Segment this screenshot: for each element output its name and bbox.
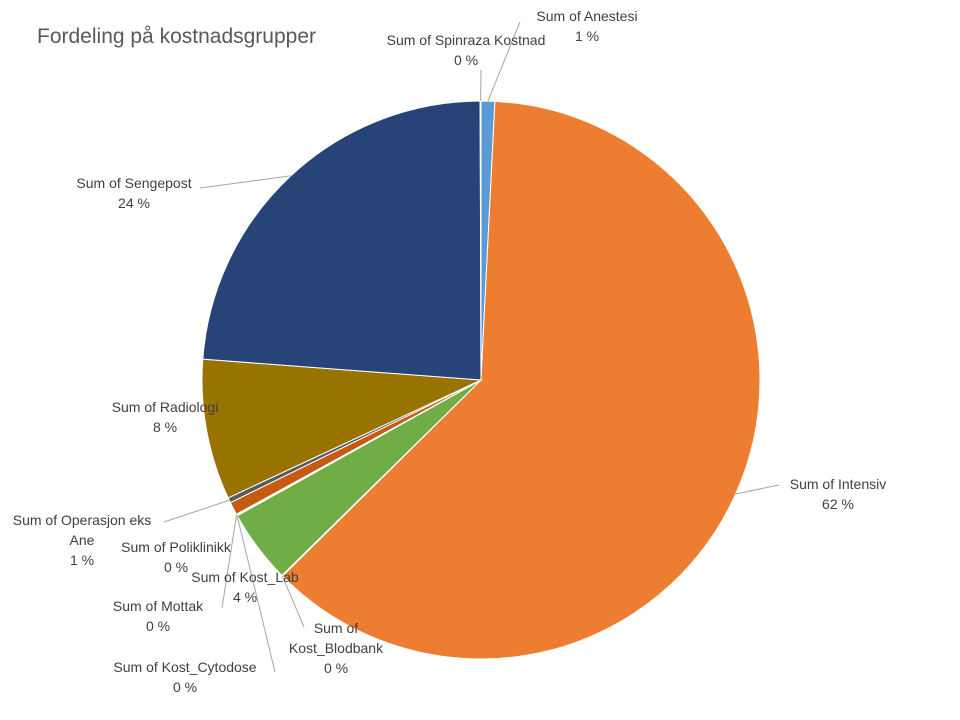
- data-label-name: Ane: [70, 532, 95, 548]
- data-label-percent: 0 %: [173, 679, 197, 695]
- data-label-name: Sum of Sengepost: [76, 175, 191, 191]
- data-label-spinraza: Sum of Spinraza Kostnad 0 %: [387, 32, 546, 68]
- data-label-percent: 4 %: [233, 589, 257, 605]
- data-label-percent: 0 %: [146, 618, 170, 634]
- chart-title: Fordeling på kostnadsgrupper: [37, 25, 316, 48]
- pie-slice-sengepost: [202, 100, 482, 381]
- data-label-name: Sum of Kost_Cytodose: [113, 659, 256, 675]
- data-label-name: Sum of Anestesi: [536, 8, 637, 24]
- data-label-kost-lab: Sum of Kost_Lab 4 %: [191, 569, 299, 605]
- pie-slice-intensiv: [281, 100, 761, 660]
- leader-line-kost-cytodose: [236, 515, 276, 673]
- data-label-intensiv: Sum of Intensiv 62 %: [790, 476, 887, 512]
- data-labels: Sum of Anestesi 1 %Sum of Intensiv 62 %Sum…: [13, 8, 887, 695]
- pie-slice-radiologi: [201, 358, 483, 499]
- data-label-kost-cytodose: Sum of Kost_Cytodose 0 %: [113, 659, 256, 695]
- leader-lines: [163, 21, 780, 673]
- data-label-operasjon: Sum of Operasjon eks Ane 1 %: [13, 512, 152, 568]
- data-label-percent: 24 %: [118, 195, 150, 211]
- data-label-name: Sum of Spinraza Kostnad: [387, 32, 546, 48]
- data-label-name: Sum of Kost_Lab: [191, 569, 299, 585]
- leader-line-kost-blodbank: [281, 575, 305, 628]
- data-label-name: Kost_Blodbank: [289, 640, 384, 656]
- data-label-name: Sum of: [314, 620, 358, 636]
- leader-line-mottak: [221, 514, 238, 609]
- data-label-poliklinikk: Sum of Poliklinikk 0 %: [121, 539, 232, 575]
- data-label-percent: 1 %: [575, 28, 599, 44]
- data-label-percent: 62 %: [822, 496, 854, 512]
- data-label-mottak: Sum of Mottak 0 %: [113, 598, 204, 634]
- data-label-name: Sum of Poliklinikk: [121, 539, 232, 555]
- data-label-kost-blodbank: Sum of Kost_Blodbank 0 %: [289, 620, 384, 676]
- data-label-name: Sum of Radiologi: [112, 399, 219, 415]
- leader-line-sengepost: [199, 175, 291, 189]
- data-label-name: Sum of Intensiv: [790, 476, 887, 492]
- data-label-percent: 8 %: [153, 419, 177, 435]
- leader-line-anestesi: [487, 21, 521, 102]
- leader-line-operasjon: [163, 499, 230, 523]
- leader-line-intensiv: [735, 484, 780, 495]
- data-label-percent: 1 %: [70, 552, 94, 568]
- data-label-percent: 0 %: [164, 559, 188, 575]
- data-label-name: Sum of Mottak: [113, 598, 204, 614]
- data-label-radiologi: Sum of Radiologi 8 %: [112, 399, 219, 435]
- data-label-name: Sum of Operasjon eks: [13, 512, 152, 528]
- data-label-anestesi: Sum of Anestesi 1 %: [536, 8, 637, 44]
- data-label-percent: 0 %: [324, 660, 348, 676]
- data-label-sengepost: Sum of Sengepost 24 %: [76, 175, 191, 211]
- pie-slices: [201, 100, 761, 660]
- data-label-percent: 0 %: [454, 52, 478, 68]
